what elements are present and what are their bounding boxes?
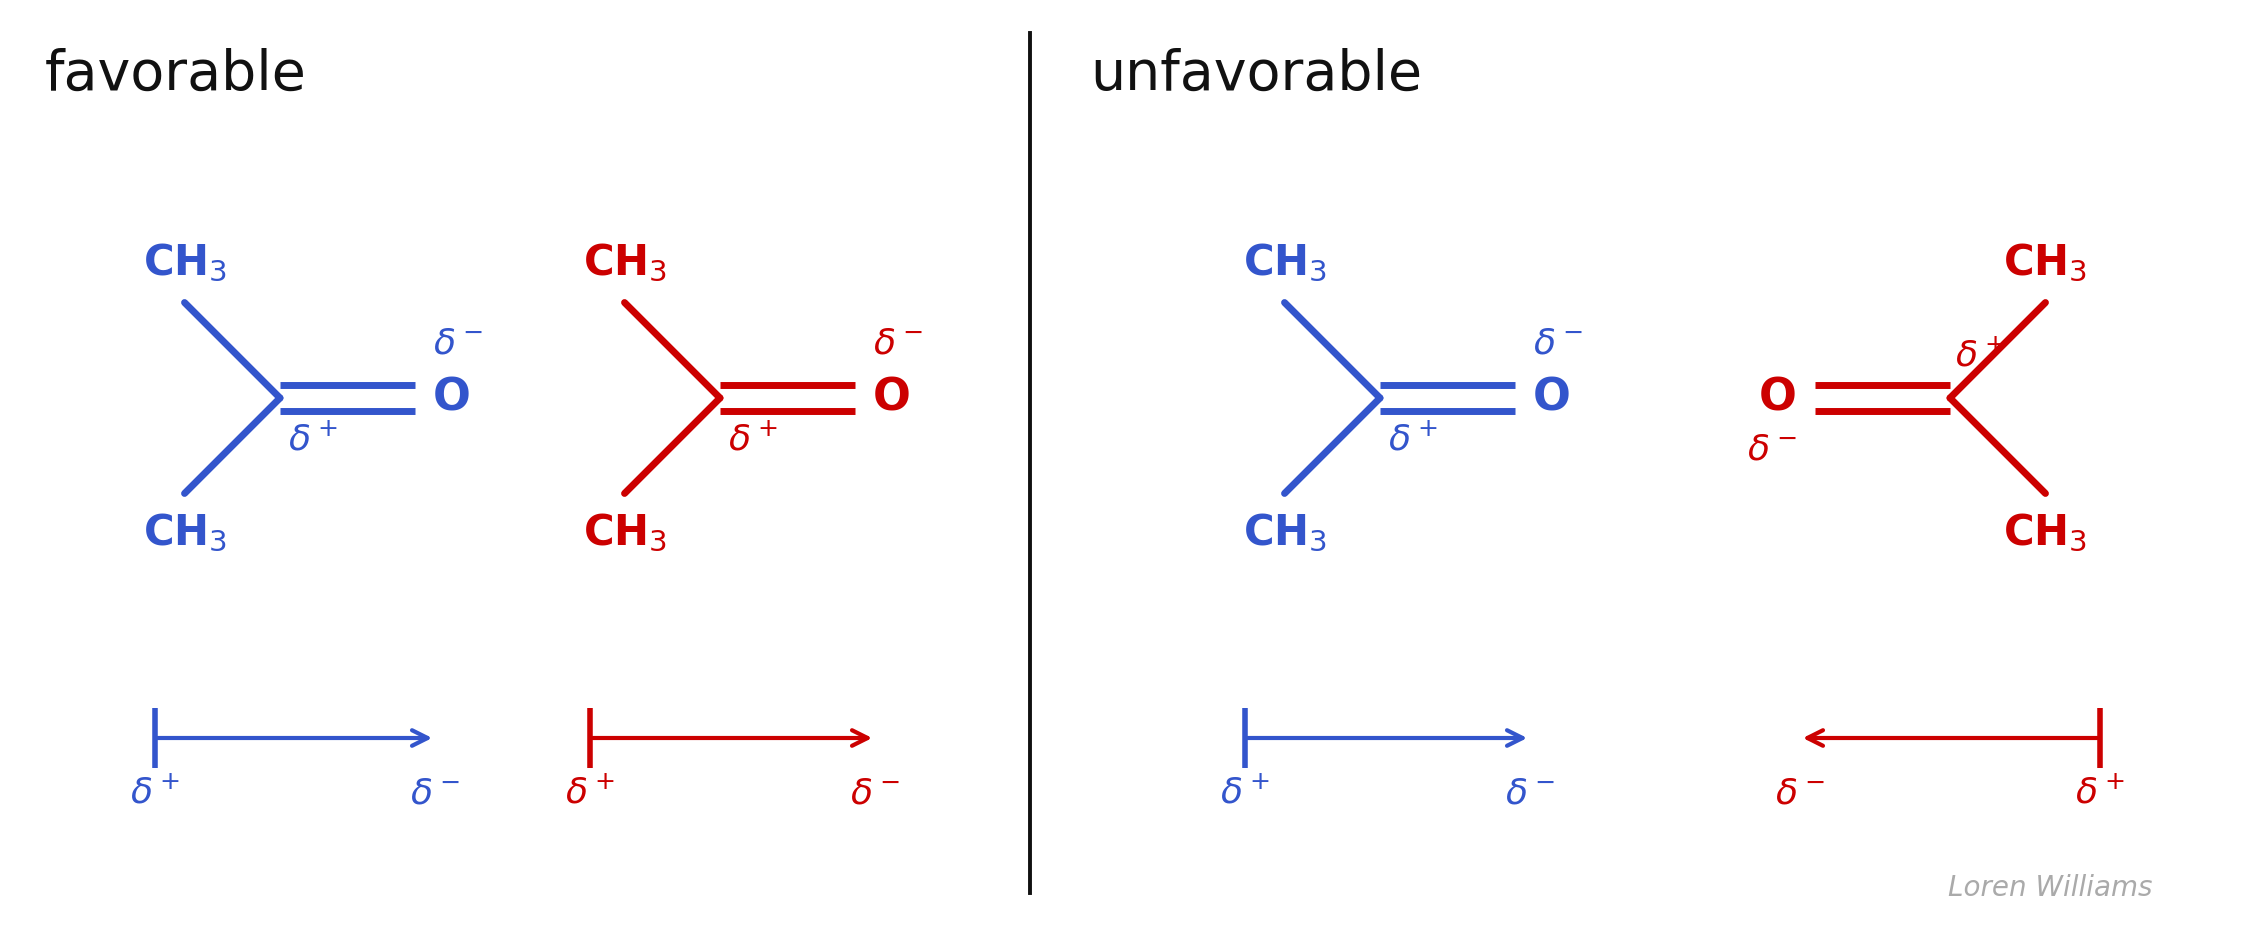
Text: CH$_3$: CH$_3$ [1242, 243, 1326, 285]
Text: favorable: favorable [45, 48, 308, 102]
Text: Loren Williams: Loren Williams [1948, 874, 2152, 902]
Text: $\delta^-$: $\delta^-$ [410, 776, 459, 810]
Text: CH$_3$: CH$_3$ [582, 511, 668, 553]
Text: $\delta^+$: $\delta^+$ [566, 775, 616, 810]
Text: CH$_3$: CH$_3$ [2003, 243, 2086, 285]
Text: O: O [1532, 377, 1571, 420]
Text: O: O [874, 377, 912, 420]
Text: $\delta^-$: $\delta^-$ [1532, 326, 1584, 360]
Text: CH$_3$: CH$_3$ [1242, 511, 1326, 553]
Text: O: O [1758, 377, 1797, 420]
Text: $\delta^+$: $\delta^+$ [287, 423, 337, 457]
Text: CH$_3$: CH$_3$ [143, 243, 226, 285]
Text: $\delta^+$: $\delta^+$ [729, 423, 778, 457]
Text: $\delta^+$: $\delta^+$ [2075, 775, 2125, 810]
Text: $\delta^-$: $\delta^-$ [874, 326, 923, 360]
Text: $\delta^+$: $\delta^+$ [129, 775, 181, 810]
Text: CH$_3$: CH$_3$ [2003, 511, 2086, 553]
Text: CH$_3$: CH$_3$ [143, 511, 226, 553]
Text: $\delta^-$: $\delta^-$ [1747, 433, 1797, 467]
Text: $\delta^+$: $\delta^+$ [1387, 423, 1437, 457]
Text: unfavorable: unfavorable [1091, 48, 1421, 102]
Text: $\delta^-$: $\delta^-$ [851, 776, 901, 810]
Text: $\delta^-$: $\delta^-$ [1774, 776, 1824, 810]
Text: O: O [432, 377, 471, 420]
Text: $\delta^-$: $\delta^-$ [432, 326, 482, 360]
Text: CH$_3$: CH$_3$ [582, 243, 668, 285]
Text: $\delta^-$: $\delta^-$ [1505, 776, 1555, 810]
Text: $\delta^+$: $\delta^+$ [1220, 775, 1270, 810]
Text: $\delta^+$: $\delta^+$ [1955, 339, 2005, 373]
